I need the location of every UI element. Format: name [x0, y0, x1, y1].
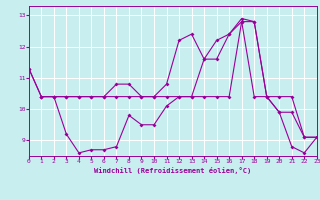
X-axis label: Windchill (Refroidissement éolien,°C): Windchill (Refroidissement éolien,°C) — [94, 167, 252, 174]
